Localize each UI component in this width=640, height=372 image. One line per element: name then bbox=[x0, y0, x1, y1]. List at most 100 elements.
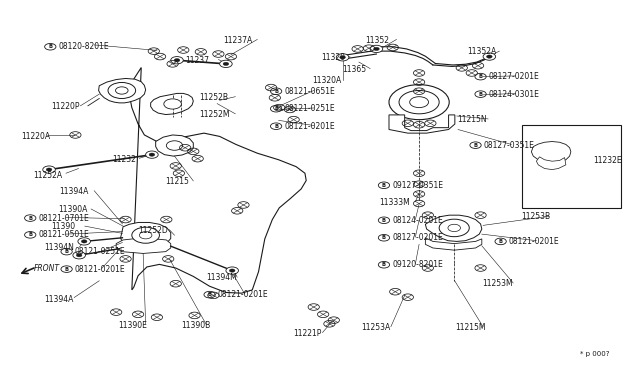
Text: B: B bbox=[274, 124, 278, 129]
Text: 11333M: 11333M bbox=[379, 198, 410, 207]
Text: 11390: 11390 bbox=[52, 222, 76, 231]
Text: 08121-0701E: 08121-0701E bbox=[38, 214, 89, 222]
Text: 11352: 11352 bbox=[365, 36, 389, 45]
Text: 11232E: 11232E bbox=[593, 156, 621, 165]
Circle shape bbox=[586, 151, 591, 154]
Text: 11352A: 11352A bbox=[467, 47, 497, 56]
Text: 11215M: 11215M bbox=[456, 323, 486, 332]
Text: 11394A: 11394A bbox=[59, 187, 88, 196]
Polygon shape bbox=[116, 238, 171, 253]
Circle shape bbox=[116, 87, 128, 94]
Text: 11220P: 11220P bbox=[52, 102, 80, 111]
Text: 08121-0651E: 08121-0651E bbox=[284, 87, 335, 96]
Text: 09120-8201E: 09120-8201E bbox=[392, 260, 443, 269]
Bar bbox=[522, 125, 621, 208]
Text: 11237: 11237 bbox=[185, 56, 209, 65]
Circle shape bbox=[78, 238, 90, 245]
Circle shape bbox=[223, 62, 228, 65]
Circle shape bbox=[448, 224, 461, 231]
Text: 08121-0251E: 08121-0251E bbox=[284, 104, 335, 113]
Text: 11390A: 11390A bbox=[58, 205, 87, 214]
Circle shape bbox=[81, 240, 87, 243]
Circle shape bbox=[410, 97, 429, 108]
Text: B: B bbox=[499, 239, 502, 244]
Text: B: B bbox=[382, 218, 386, 223]
Circle shape bbox=[439, 219, 469, 237]
Text: B: B bbox=[48, 44, 52, 49]
Text: 11252B: 11252B bbox=[200, 93, 228, 102]
Text: B: B bbox=[207, 292, 212, 297]
Circle shape bbox=[108, 83, 136, 99]
Text: 11253A: 11253A bbox=[362, 323, 390, 332]
Polygon shape bbox=[531, 141, 571, 163]
Text: 11237A: 11237A bbox=[223, 36, 252, 45]
Circle shape bbox=[399, 90, 439, 114]
Text: 11390E: 11390E bbox=[118, 321, 147, 330]
Text: 08121-0501E: 08121-0501E bbox=[38, 230, 89, 239]
Circle shape bbox=[486, 55, 492, 58]
Text: 11221P: 11221P bbox=[294, 329, 322, 338]
Circle shape bbox=[73, 251, 85, 259]
Text: 11253M: 11253M bbox=[482, 279, 513, 288]
Text: 11215N: 11215N bbox=[457, 115, 486, 124]
Text: 08121-0201E: 08121-0201E bbox=[75, 264, 125, 274]
Circle shape bbox=[340, 56, 346, 59]
Text: 08127-0201E: 08127-0201E bbox=[392, 233, 443, 242]
Circle shape bbox=[336, 54, 349, 61]
Circle shape bbox=[46, 168, 52, 171]
Circle shape bbox=[76, 254, 82, 257]
Text: B: B bbox=[479, 74, 483, 79]
Text: B: B bbox=[65, 267, 68, 272]
Text: 08124-0301E: 08124-0301E bbox=[489, 90, 540, 99]
Circle shape bbox=[146, 151, 158, 158]
Text: 08120-8201E: 08120-8201E bbox=[58, 42, 109, 51]
Text: B: B bbox=[382, 262, 386, 267]
Text: B: B bbox=[274, 106, 278, 111]
Text: B: B bbox=[274, 89, 278, 94]
Polygon shape bbox=[536, 157, 566, 170]
Circle shape bbox=[483, 53, 495, 60]
Text: B: B bbox=[28, 216, 32, 221]
Text: 11365: 11365 bbox=[342, 65, 366, 74]
Circle shape bbox=[132, 227, 159, 243]
Text: 11252M: 11252M bbox=[200, 110, 230, 119]
Text: 11232: 11232 bbox=[112, 154, 136, 164]
Text: B: B bbox=[474, 143, 477, 148]
Text: 11320A: 11320A bbox=[312, 76, 342, 85]
Polygon shape bbox=[150, 93, 193, 115]
Text: 11252D: 11252D bbox=[138, 226, 168, 235]
Circle shape bbox=[171, 57, 183, 64]
Text: B: B bbox=[65, 249, 68, 254]
Text: 11220A: 11220A bbox=[22, 132, 51, 141]
Circle shape bbox=[166, 141, 182, 150]
Circle shape bbox=[229, 269, 235, 272]
Polygon shape bbox=[129, 68, 306, 293]
Text: B: B bbox=[28, 232, 32, 237]
Text: B: B bbox=[382, 235, 386, 240]
Circle shape bbox=[220, 60, 232, 68]
Text: 11394M: 11394M bbox=[206, 273, 237, 282]
Circle shape bbox=[43, 166, 55, 173]
Polygon shape bbox=[120, 222, 171, 248]
Polygon shape bbox=[426, 238, 482, 250]
Circle shape bbox=[584, 150, 593, 155]
Circle shape bbox=[164, 99, 181, 109]
Text: 11394N: 11394N bbox=[44, 244, 74, 253]
Text: 11320: 11320 bbox=[321, 53, 345, 62]
Text: 08124-0201E: 08124-0201E bbox=[392, 216, 443, 225]
Polygon shape bbox=[426, 215, 482, 241]
Circle shape bbox=[149, 153, 155, 156]
Text: B: B bbox=[479, 92, 483, 97]
Circle shape bbox=[140, 231, 152, 239]
Polygon shape bbox=[156, 135, 193, 156]
Circle shape bbox=[226, 267, 239, 274]
Circle shape bbox=[174, 58, 180, 62]
Text: 09127-0351E: 09127-0351E bbox=[392, 181, 443, 190]
Text: 11252A: 11252A bbox=[33, 171, 62, 180]
Text: 08127-0351E: 08127-0351E bbox=[484, 141, 534, 150]
Text: 08121-0201E: 08121-0201E bbox=[218, 290, 268, 299]
Text: 11394A: 11394A bbox=[44, 295, 74, 304]
Circle shape bbox=[389, 85, 449, 120]
Text: * p 000?: * p 000? bbox=[580, 351, 610, 357]
Text: 11253B: 11253B bbox=[521, 212, 550, 221]
